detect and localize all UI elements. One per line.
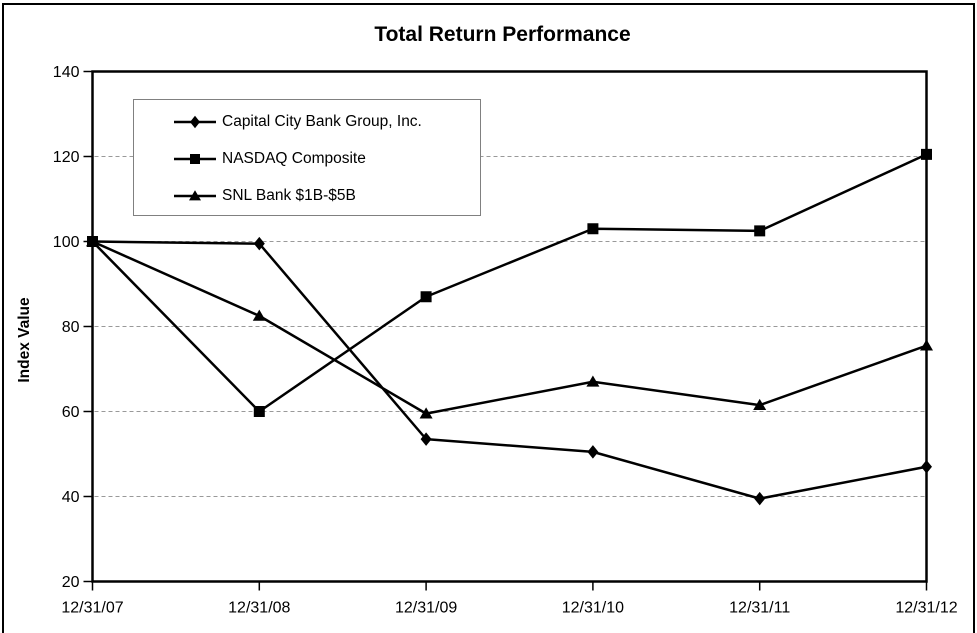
triangle-marker-icon: [753, 398, 767, 411]
diamond-marker-icon: [253, 236, 265, 251]
y-tick-labels: 20 40 60 80 100 120 140: [53, 64, 80, 591]
x-tick-label: 12/31/07: [61, 600, 123, 617]
axis-ticks: [83, 70, 928, 591]
legend-item: NASDAQ Composite: [174, 150, 474, 168]
legend-item: Capital City Bank Group, Inc.: [174, 113, 474, 131]
y-tick-label: 140: [53, 64, 80, 81]
legend-label: NASDAQ Composite: [222, 150, 366, 167]
series-line: [91, 240, 927, 415]
legend-marker-square-icon: [174, 151, 216, 167]
series-capital-city-bank-group-inc: [87, 234, 932, 506]
x-tick-labels: 12/31/07 12/31/08 12/31/09 12/31/10 12/31/11…: [61, 600, 957, 617]
square-marker-icon: [921, 148, 932, 160]
gridlines: [94, 156, 925, 497]
legend-marker-diamond-icon: [174, 114, 216, 130]
y-tick-label: 100: [53, 234, 80, 251]
square-marker-icon: [587, 223, 599, 235]
triangle-marker-icon: [920, 339, 933, 351]
diamond-marker-icon: [420, 432, 432, 446]
y-tick-label: 80: [62, 319, 80, 336]
triangle-marker-icon: [189, 190, 201, 201]
square-marker-icon: [253, 406, 265, 417]
triangle-marker-icon: [252, 309, 266, 321]
diamond-marker-icon: [754, 491, 766, 506]
diamond-marker-icon: [190, 115, 200, 129]
y-tick-label: 40: [62, 489, 80, 506]
legend-label: SNL Bank $1B-$5B: [222, 187, 356, 204]
series-snl-bank-1b-5b: [86, 235, 933, 419]
triangle-marker-icon: [419, 407, 433, 419]
square-marker-icon: [420, 291, 432, 303]
x-tick-label: 12/31/09: [395, 600, 457, 617]
chart-title: Total Return Performance: [374, 23, 631, 46]
diamond-marker-icon: [587, 445, 599, 459]
legend-marker-triangle-icon: [174, 188, 216, 204]
y-tick-label: 20: [62, 574, 80, 591]
diamond-marker-icon: [921, 460, 932, 474]
x-tick-label: 12/31/08: [228, 600, 290, 617]
legend-label: Capital City Bank Group, Inc.: [222, 113, 422, 130]
legend-item: SNL Bank $1B-$5B: [174, 187, 474, 205]
square-marker-icon: [754, 225, 766, 237]
y-tick-label: 120: [53, 149, 80, 166]
square-marker-icon: [190, 154, 200, 164]
triangle-marker-icon: [86, 235, 99, 247]
legend: Capital City Bank Group, Inc. NASDAQ Com…: [133, 99, 481, 216]
y-tick-label: 60: [62, 404, 80, 421]
series-line: [92, 240, 927, 500]
x-tick-label: 12/31/12: [895, 600, 957, 617]
series-line: [91, 153, 928, 413]
x-tick-label: 12/31/11: [729, 600, 790, 617]
triangle-marker-icon: [586, 375, 600, 387]
x-tick-label: 12/31/10: [562, 600, 624, 617]
